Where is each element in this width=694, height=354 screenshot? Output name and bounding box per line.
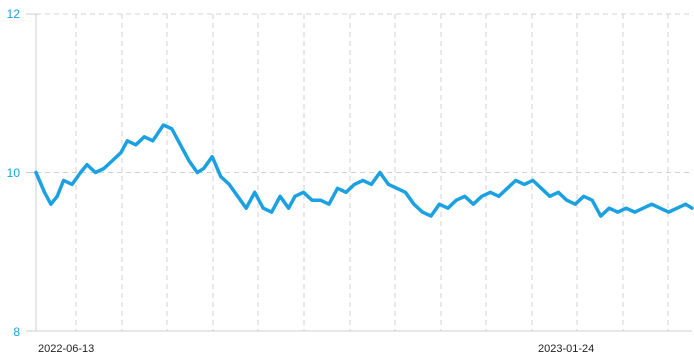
y-axis-tick-labels: 8 10 12: [7, 7, 21, 339]
x-axis-tick-labels: 2022-06-13 2023-01-24: [38, 343, 594, 354]
series-line: [34, 123, 694, 218]
axis-lines: [26, 13, 692, 332]
grid-lines: [36, 13, 692, 331]
series-layer: [34, 123, 694, 218]
y-tick-label: 8: [13, 325, 20, 339]
x-tick-label: 2023-01-24: [538, 343, 594, 354]
y-tick-label: 12: [7, 7, 21, 21]
y-tick-label: 10: [7, 166, 21, 180]
x-tick-label: 2022-06-13: [38, 343, 94, 354]
